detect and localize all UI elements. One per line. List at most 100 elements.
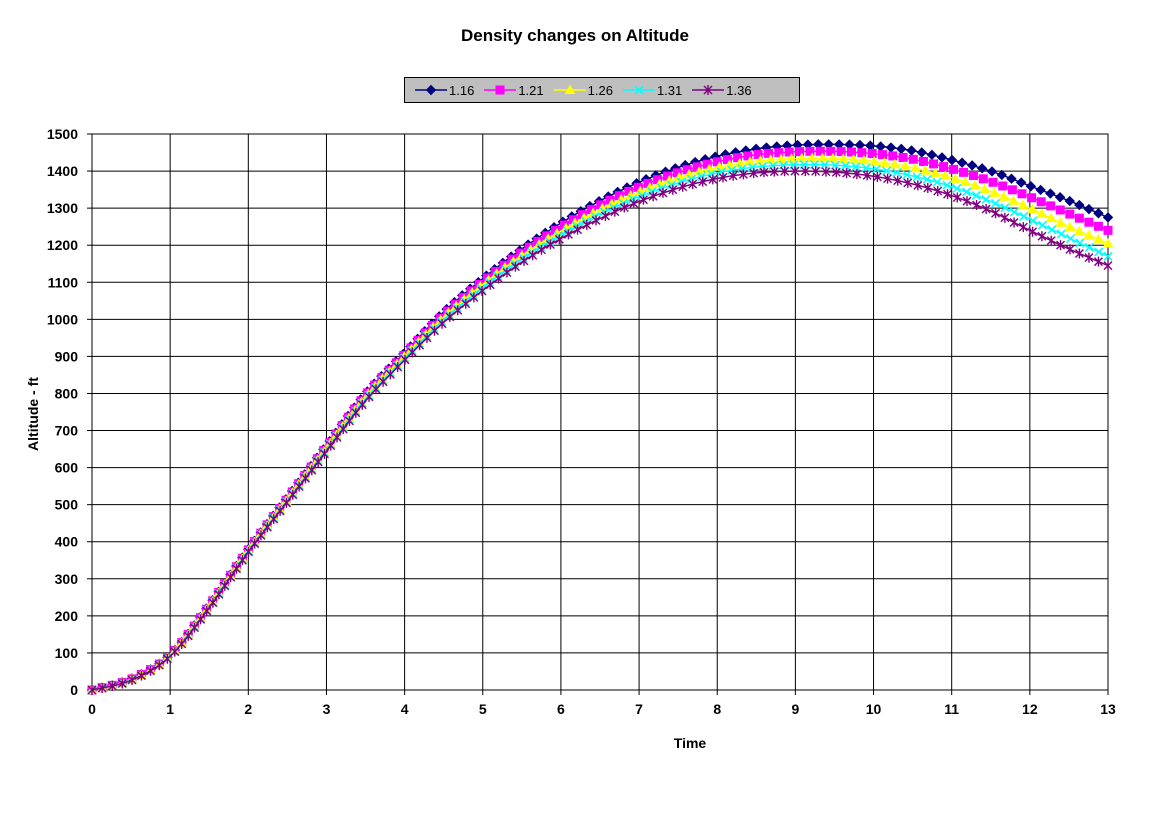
series-marker	[214, 589, 224, 600]
series-line	[91, 163, 1109, 691]
y-tick-label: 900	[55, 348, 79, 364]
series-1-21	[87, 146, 1113, 695]
series-marker	[1093, 233, 1104, 244]
series-marker	[898, 152, 908, 162]
series-marker	[780, 166, 790, 177]
series-marker	[1007, 185, 1017, 195]
series-marker	[536, 244, 546, 255]
series-marker	[875, 141, 886, 152]
series-marker	[852, 169, 862, 180]
series-marker	[966, 160, 978, 171]
series-marker	[648, 191, 658, 202]
y-tick-label: 300	[55, 571, 79, 587]
series-marker	[429, 325, 439, 336]
series-marker	[805, 146, 815, 156]
series-marker	[996, 169, 1008, 181]
series-marker	[728, 170, 738, 181]
series-marker	[795, 147, 805, 157]
series-marker	[759, 167, 769, 178]
series-marker	[939, 170, 951, 180]
series-marker	[971, 191, 981, 201]
series-marker	[1006, 173, 1017, 184]
series-marker	[918, 157, 928, 167]
legend-swatch-marker	[425, 84, 437, 96]
y-tick-label: 1500	[47, 126, 78, 142]
series-marker	[862, 170, 872, 181]
series-marker	[162, 653, 172, 664]
series-marker	[1035, 184, 1046, 196]
x-tick-label: 3	[323, 701, 331, 717]
legend-item: 1.21	[484, 83, 544, 98]
series-marker	[988, 177, 998, 187]
series-marker	[1065, 244, 1075, 255]
series-marker	[518, 253, 528, 263]
series-marker	[962, 187, 972, 197]
series-marker	[883, 173, 893, 184]
series-marker	[981, 194, 991, 205]
series-marker	[871, 164, 881, 174]
series-marker	[836, 147, 846, 157]
y-tick-label: 1200	[47, 237, 78, 253]
series-marker	[393, 362, 403, 373]
series-marker	[477, 285, 487, 296]
chart-title: Density changes on Altitude	[461, 26, 689, 45]
series-marker	[769, 166, 779, 177]
x-tick-label: 8	[713, 701, 721, 717]
series-marker	[1074, 199, 1085, 211]
series-marker	[978, 174, 988, 184]
series-marker	[256, 530, 266, 541]
series-marker	[988, 187, 1000, 197]
series-marker	[344, 415, 354, 426]
series-marker	[243, 546, 253, 557]
y-tick-label: 800	[55, 385, 79, 401]
series-marker	[763, 148, 773, 158]
series-marker	[634, 185, 646, 196]
series-marker	[708, 174, 718, 185]
series-marker	[332, 432, 342, 443]
series-marker	[1036, 197, 1046, 207]
series-marker	[1037, 231, 1047, 242]
legend-swatch	[622, 85, 655, 95]
series-marker	[1064, 221, 1076, 232]
series-marker	[867, 149, 877, 159]
series-marker	[821, 166, 831, 177]
series-marker	[654, 178, 665, 188]
series-marker	[528, 250, 538, 261]
x-tick-label: 9	[791, 701, 799, 717]
series-marker	[400, 354, 410, 365]
series-marker	[1084, 252, 1094, 263]
series-marker	[718, 172, 728, 183]
series-marker	[638, 194, 648, 205]
legend-swatch	[553, 84, 586, 94]
series-marker	[610, 206, 620, 217]
series-marker	[831, 167, 841, 178]
y-tick-label: 1400	[47, 163, 78, 179]
y-tick-label: 0	[70, 682, 78, 698]
series-marker	[952, 192, 962, 203]
x-tick-label: 1	[166, 701, 174, 717]
series-marker	[1073, 225, 1085, 236]
series-marker	[842, 168, 852, 179]
series-marker	[743, 151, 753, 161]
legend-label: 1.16	[449, 82, 475, 98]
series-marker	[1017, 189, 1027, 199]
series-marker	[1103, 251, 1113, 261]
series-marker	[981, 204, 991, 215]
series-marker	[220, 580, 230, 591]
series-marker	[1009, 207, 1019, 217]
series-marker	[189, 622, 199, 633]
series-marker	[170, 646, 180, 657]
series-marker	[527, 247, 537, 257]
series-marker	[889, 158, 901, 169]
legend-swatch-marker	[703, 85, 713, 95]
y-tick-label: 100	[55, 645, 79, 661]
series-marker	[1093, 256, 1103, 267]
series-marker	[117, 678, 127, 689]
series-marker	[840, 161, 851, 171]
series-marker	[1046, 235, 1056, 246]
series-marker	[1083, 229, 1095, 240]
series-marker	[698, 176, 708, 187]
series-marker	[582, 219, 592, 230]
series-1-26	[86, 152, 1114, 694]
